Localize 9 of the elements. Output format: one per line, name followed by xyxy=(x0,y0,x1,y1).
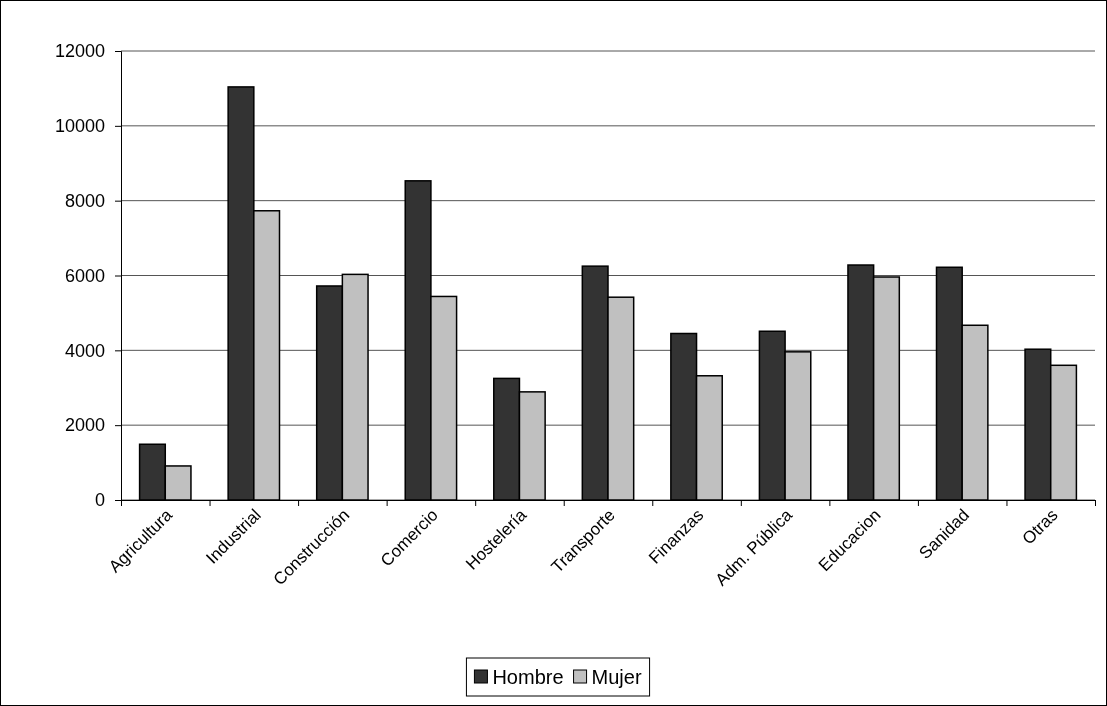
y-tick-label: 12000 xyxy=(54,41,105,62)
y-tick-label: 8000 xyxy=(64,190,105,211)
legend-label: Mujer xyxy=(591,666,642,688)
legend-label: Hombre xyxy=(492,666,564,688)
y-tick-label: 6000 xyxy=(64,265,105,286)
y-tick-label: 2000 xyxy=(64,415,105,436)
y-tick-label: 0 xyxy=(94,490,105,511)
y-tick-label: 4000 xyxy=(64,340,105,361)
y-tick-label: 10000 xyxy=(54,116,105,137)
